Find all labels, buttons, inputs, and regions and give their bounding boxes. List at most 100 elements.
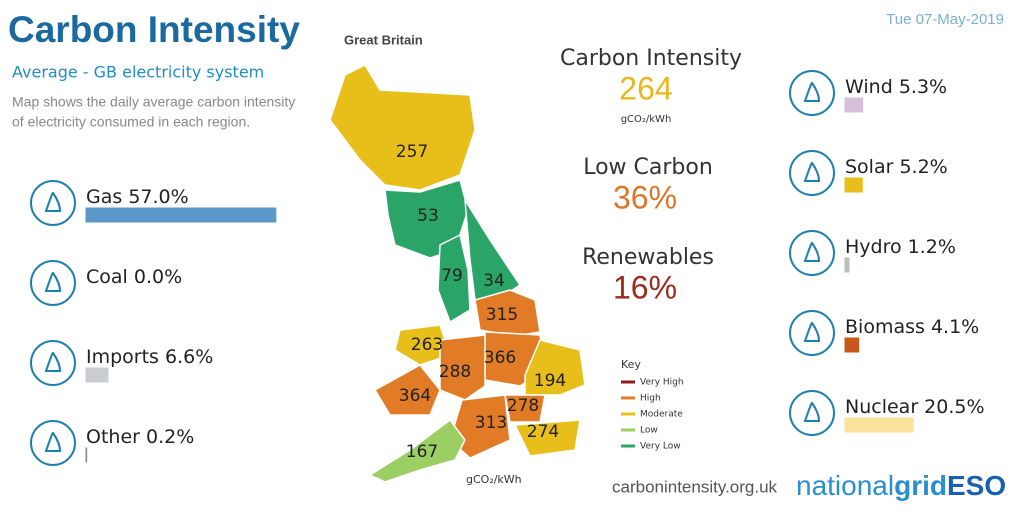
region	[373, 364, 441, 416]
icon-ring	[789, 150, 835, 196]
region-value: 34	[483, 271, 505, 291]
icon	[30, 340, 76, 386]
fuel-share: 5.2%	[899, 156, 947, 178]
icon	[30, 260, 76, 306]
icon	[789, 390, 835, 436]
key-swatch	[621, 428, 635, 432]
icon-glyph	[44, 431, 62, 452]
key-label: Moderate	[640, 410, 683, 420]
icon-glyph	[803, 241, 821, 262]
fuel-name: Other	[86, 426, 140, 448]
logo: nationalgridESO	[796, 470, 1006, 501]
icon	[789, 150, 835, 196]
key-swatch	[621, 444, 635, 448]
fuel-bar	[844, 177, 863, 193]
stat-label: Low Carbon	[583, 155, 713, 180]
fuel-name: Biomass	[845, 316, 925, 338]
fuel-bar	[844, 417, 914, 433]
icon-ring	[30, 420, 76, 466]
fuel-name: Nuclear	[845, 396, 918, 418]
fuel-bar	[844, 97, 864, 113]
fuel-label: Nuclear 20.5%	[845, 396, 985, 418]
region-value: 53	[417, 206, 439, 226]
region-value: 366	[484, 348, 516, 368]
fuel-share: 0.0%	[134, 266, 182, 288]
fuel-share: 4.1%	[931, 316, 979, 338]
fuel-share: 20.5%	[924, 396, 984, 418]
key-title: Key	[621, 358, 641, 371]
date: Tue 07-May-2019	[886, 11, 1004, 28]
key-swatch	[621, 412, 635, 416]
fuel-name: Wind	[845, 76, 893, 98]
icon	[30, 180, 76, 226]
key-label: High	[640, 394, 661, 404]
logo-part: national	[796, 470, 894, 501]
icon-glyph	[803, 321, 821, 342]
fuel-share: 1.2%	[908, 236, 956, 258]
fuel-name: Gas	[86, 186, 122, 208]
region-value: 167	[406, 442, 438, 462]
region	[439, 334, 486, 401]
fuel-bar	[85, 367, 109, 383]
icon-ring	[30, 340, 76, 386]
region	[368, 418, 466, 483]
region	[524, 339, 586, 396]
fuel-label: Wind 5.3%	[845, 76, 947, 98]
region	[474, 289, 541, 337]
icon	[30, 420, 76, 466]
stat-label: Carbon Intensity	[560, 46, 742, 71]
fuel-name: Imports	[86, 346, 159, 368]
stat-value: 264	[619, 70, 672, 106]
stat-label: Renewables	[582, 245, 714, 270]
region	[329, 64, 476, 191]
map: 257 53 79 34 315 263 366 288 364 194 278…	[329, 64, 586, 483]
region	[513, 419, 581, 457]
fuel-label: Biomass 4.1%	[845, 316, 979, 338]
fuel-bar	[85, 207, 277, 223]
region-value: 274	[527, 422, 559, 442]
region	[437, 233, 471, 324]
fuel-label: Imports 6.6%	[86, 346, 213, 368]
key-label: Very Low	[640, 442, 681, 452]
icon-ring	[789, 230, 835, 276]
icon-glyph	[44, 191, 62, 212]
fuel-label: Solar 5.2%	[845, 156, 948, 178]
description: Map shows the daily average carbon inten…	[12, 94, 295, 110]
fuel-share: 6.6%	[165, 346, 213, 368]
fuel-label: Gas 57.0%	[86, 186, 189, 208]
map-unit: gCO₂/kWh	[466, 473, 522, 486]
fuel-label: Coal 0.0%	[86, 266, 182, 288]
key-label: Very High	[640, 378, 684, 388]
icon-glyph	[803, 81, 821, 102]
region-value: 263	[411, 335, 443, 355]
logo-part: ESO	[947, 470, 1006, 501]
region-value: 315	[486, 305, 518, 325]
icon-glyph	[803, 401, 821, 422]
fuel-name: Solar	[845, 156, 894, 178]
fuel-label: Hydro 1.2%	[845, 236, 956, 258]
stat-value: 16%	[613, 269, 677, 305]
subtitle: Average - GB electricity system	[12, 63, 264, 82]
key-swatch	[621, 396, 635, 400]
stat-value: 36%	[613, 179, 677, 215]
title: Carbon Intensity	[8, 9, 300, 50]
icon	[789, 310, 835, 356]
fuel-share: 5.3%	[899, 76, 947, 98]
stat-unit: gCO₂/kWh	[621, 114, 672, 125]
fuel-name: Hydro	[845, 236, 902, 258]
icon	[789, 70, 835, 116]
logo-part: grid	[894, 470, 947, 501]
fuel-bar	[85, 447, 88, 463]
icon-ring	[30, 260, 76, 306]
icon-ring	[789, 310, 835, 356]
icon-glyph	[803, 161, 821, 182]
fuel-label: Other 0.2%	[86, 426, 194, 448]
fuel-bar	[844, 257, 850, 273]
icon	[789, 230, 835, 276]
region-value: 79	[441, 266, 463, 286]
region-value: 364	[399, 386, 431, 406]
description: of electricity consumed in each region.	[12, 114, 250, 130]
region-value: 288	[439, 362, 471, 382]
icon-ring	[30, 180, 76, 226]
